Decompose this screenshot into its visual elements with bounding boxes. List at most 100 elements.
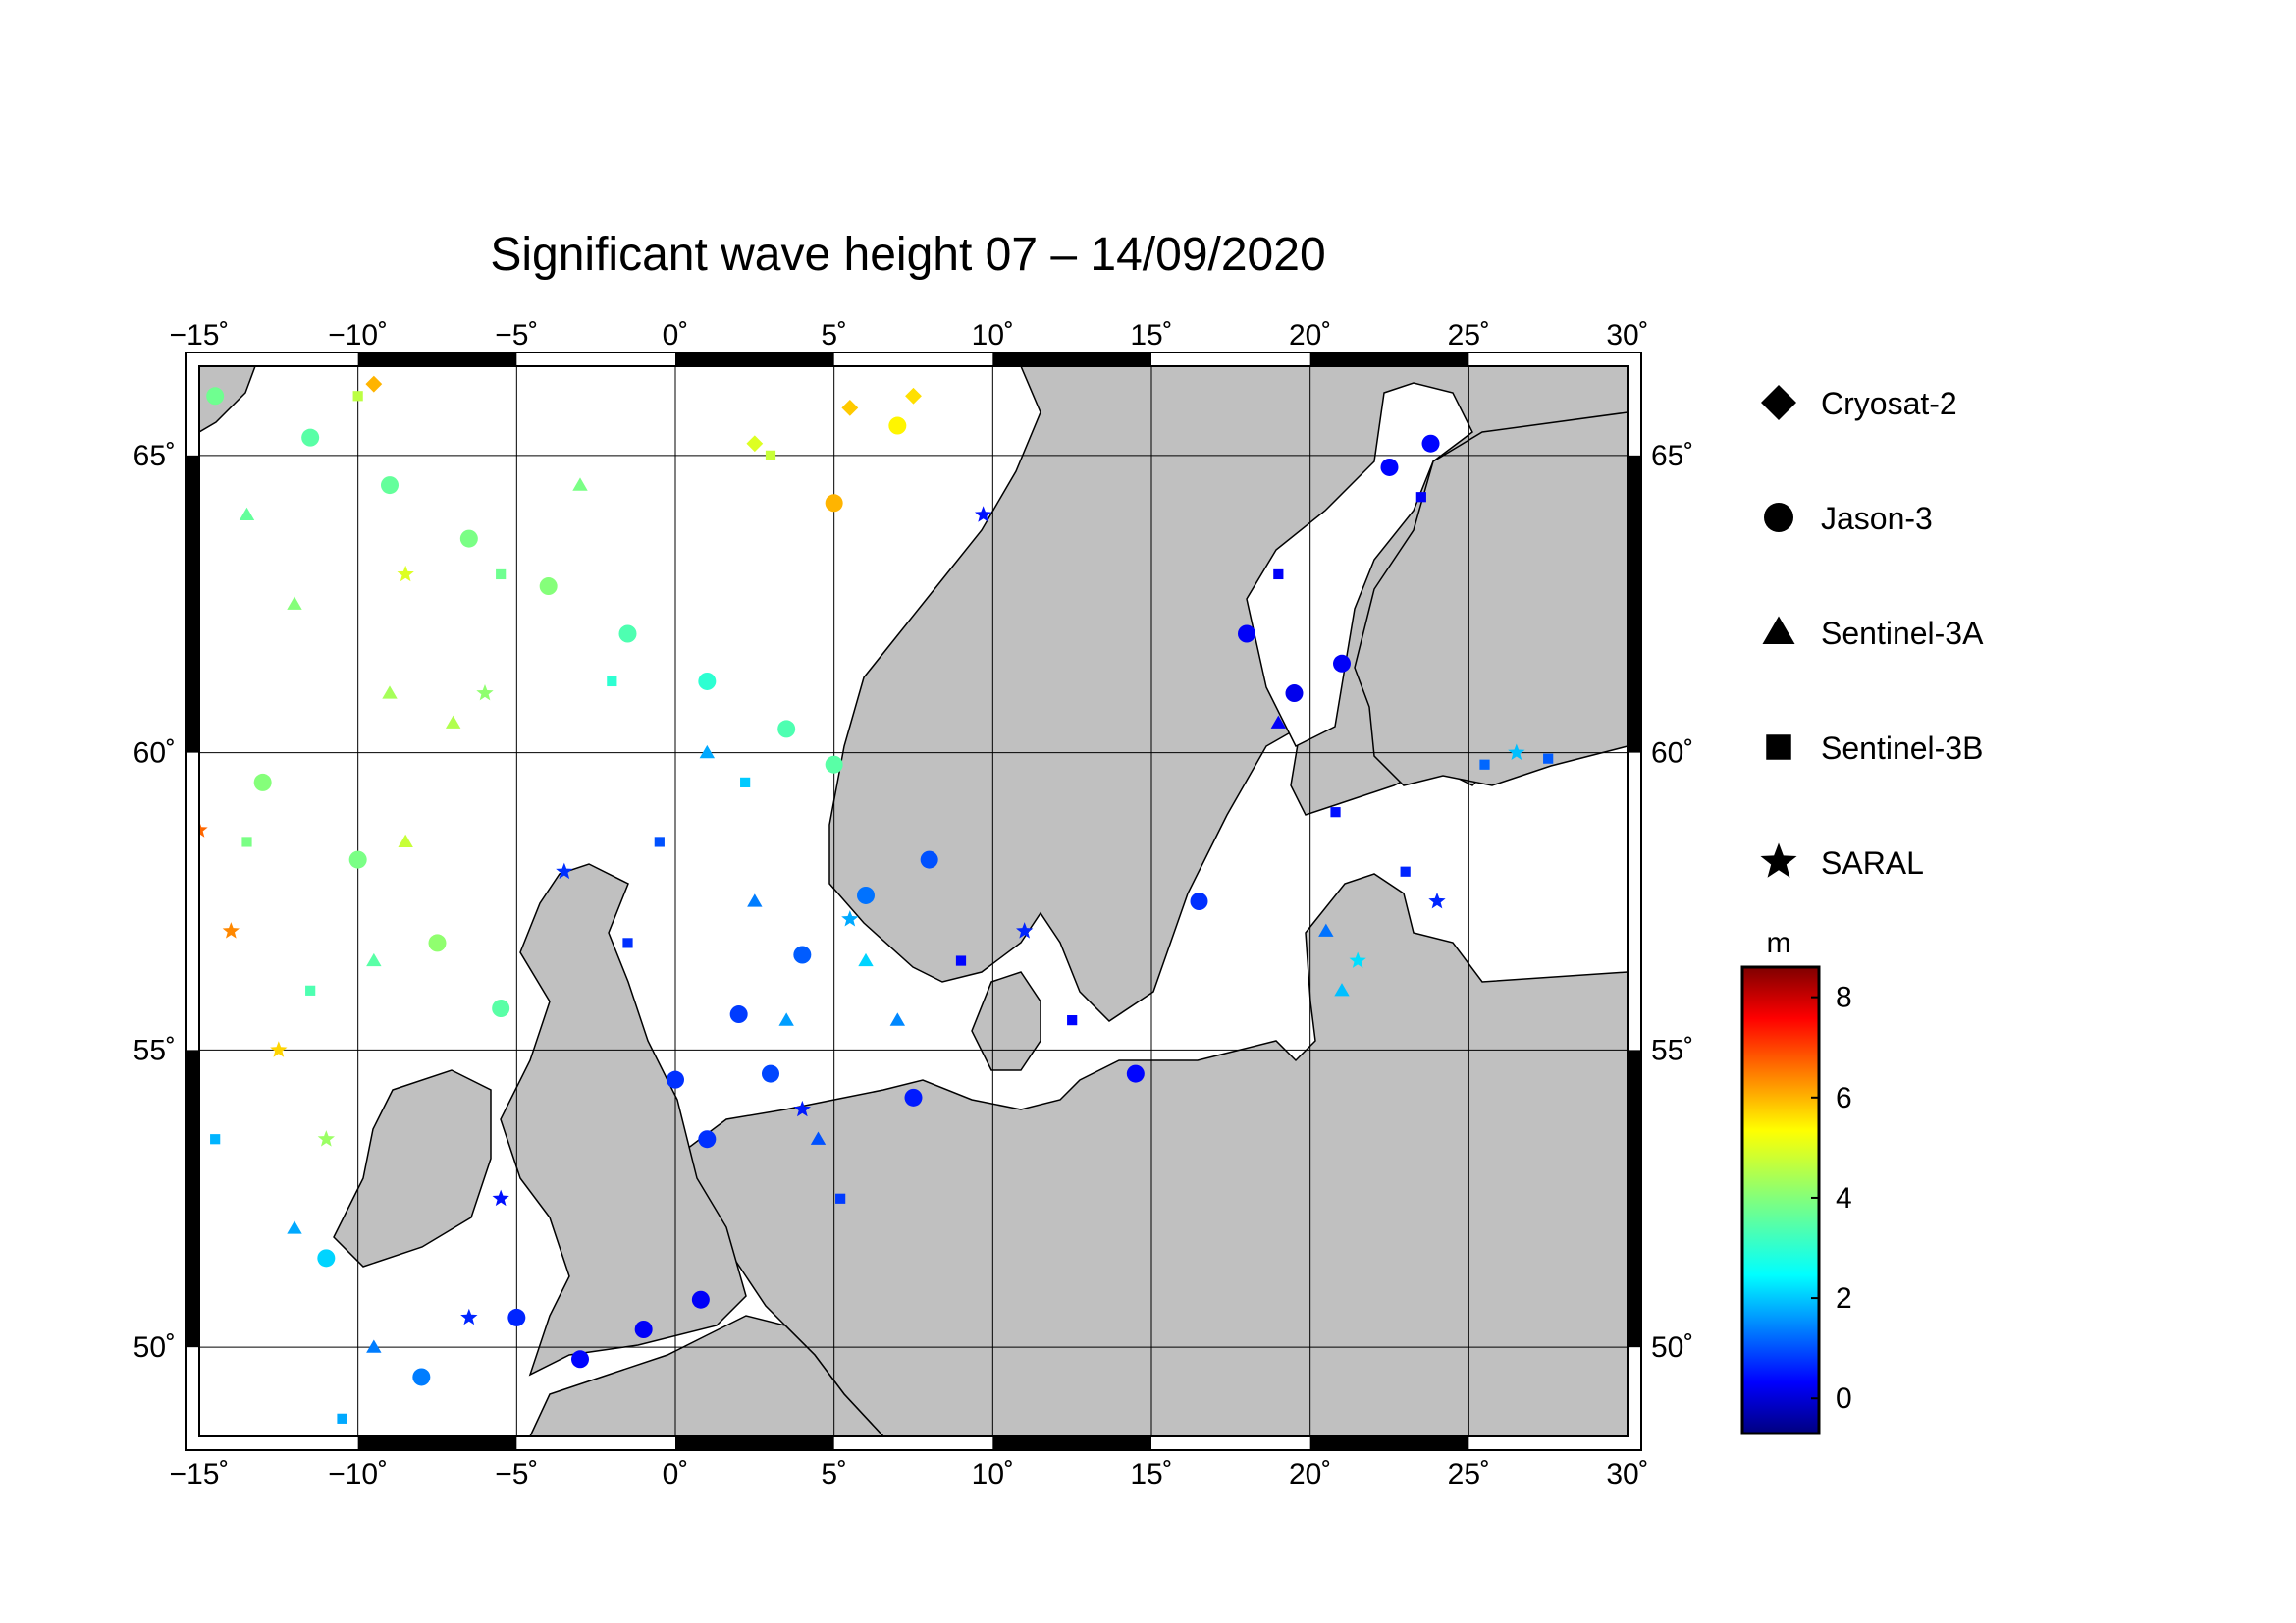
frame-top-block (675, 352, 834, 366)
sentinel-3b-measurement (496, 568, 507, 580)
lat-tick-label-left: 50˚ (133, 1331, 176, 1364)
frame-bottom-block (357, 1436, 517, 1450)
lon-tick-label-top: 15˚ (1130, 319, 1172, 352)
legend-label: Jason-3 (1821, 501, 1933, 536)
sentinel-3b-measurement (305, 985, 316, 996)
satellite-tracks (199, 375, 1554, 1424)
colorbar-tick-label: 6 (1836, 1082, 1852, 1114)
saral-measurement (476, 683, 494, 701)
lon-tick-label-bottom: 15˚ (1130, 1458, 1172, 1490)
sentinel-3b-measurement (1543, 753, 1554, 764)
jason-3-measurement (667, 1070, 684, 1089)
saral-measurement (793, 1100, 811, 1117)
colorbar-tick-label: 2 (1836, 1282, 1852, 1315)
legend-triangle-icon (1762, 616, 1795, 644)
jason-3-measurement (1421, 434, 1440, 453)
lat-tick-label-right: 65˚ (1651, 440, 1693, 472)
legend-label: SARAL (1821, 845, 1924, 881)
lon-tick-label-top: 30˚ (1606, 319, 1648, 352)
jason-3-measurement (1285, 684, 1304, 703)
legend-label: Cryosat-2 (1821, 386, 1957, 421)
colorbar-gradient (1740, 965, 1821, 1435)
lat-tick-label-right: 60˚ (1651, 737, 1693, 770)
sentinel-3a-measurement (445, 715, 461, 729)
sentinel-3b-measurement (835, 1193, 846, 1204)
lat-tick-label-left: 60˚ (133, 737, 176, 770)
jason-3-measurement (348, 850, 367, 869)
sentinel-3a-measurement (287, 1220, 302, 1234)
jason-3-measurement (793, 946, 812, 964)
sentinel-3a-measurement (1270, 715, 1287, 729)
jason-3-measurement (428, 934, 447, 952)
land-iceland-edge (199, 366, 256, 433)
sentinel-3b-measurement (352, 391, 363, 402)
sentinel-3b-measurement (765, 450, 776, 460)
jason-3-measurement (539, 577, 558, 596)
frame-bottom-block (675, 1436, 834, 1450)
lon-tick-label-top: −15˚ (170, 319, 230, 352)
land-great-britain (500, 863, 747, 1377)
jason-3-measurement (777, 720, 796, 738)
jason-3-measurement (825, 755, 843, 774)
sentinel-3b-measurement (1479, 759, 1490, 770)
map-frame: −15˚ −15˚ −10˚ −10˚ −5˚ −5˚ 0˚ 0˚ 5˚ 5˚ 10˚ 10˚ 15˚ 1… (133, 319, 1694, 1490)
lon-tick-label-top: −5˚ (495, 319, 538, 352)
saral-measurement (199, 821, 208, 838)
sentinel-3a-measurement (239, 507, 255, 520)
sentinel-3b-measurement (622, 938, 633, 948)
lon-tick-label-top: 0˚ (663, 319, 689, 352)
sentinel-3b-measurement (241, 837, 252, 847)
cryosat-2-measurement (905, 387, 922, 405)
sentinel-3a-measurement (747, 893, 763, 907)
sentinel-3b-measurement (955, 955, 967, 966)
sentinel-3b-measurement (740, 777, 751, 787)
jason-3-measurement (1333, 654, 1351, 673)
land-denmark (971, 971, 1041, 1071)
lat-tick-label-left: 55˚ (133, 1034, 176, 1066)
jason-3-measurement (206, 387, 225, 406)
land-finland (1354, 411, 1628, 786)
jason-3-measurement (634, 1321, 653, 1338)
sentinel-3a-measurement (699, 744, 716, 759)
frame-right-block (1628, 1050, 1641, 1348)
lon-tick-label-bottom: −15˚ (170, 1458, 230, 1490)
colorbar-unit: m (1767, 927, 1791, 959)
cryosat-2-measurement (746, 435, 764, 453)
saral-measurement (270, 1041, 288, 1057)
lat-tick-label-right: 55˚ (1651, 1034, 1693, 1066)
colorbar: m 0 2 4 6 8 (1740, 927, 1852, 1435)
saral-measurement (492, 1189, 509, 1207)
jason-3-measurement (904, 1088, 923, 1107)
legend-label: Sentinel-3A (1821, 616, 1984, 651)
jason-3-measurement (1126, 1064, 1145, 1083)
colorbar-tick-label: 8 (1836, 982, 1852, 1014)
sentinel-3a-measurement (287, 596, 302, 610)
sentinel-3a-measurement (382, 685, 398, 699)
lon-tick-label-bottom: 10˚ (972, 1458, 1014, 1490)
sentinel-3a-measurement (1334, 983, 1350, 997)
sentinel-3b-measurement (1067, 1015, 1078, 1026)
jason-3-measurement (698, 1130, 717, 1149)
jason-3-measurement (729, 1005, 748, 1024)
sentinel-3a-measurement (778, 1012, 794, 1026)
frame-top-block (357, 352, 517, 366)
jason-3-measurement (888, 416, 907, 435)
lat-tick-label-left: 65˚ (133, 440, 176, 472)
sentinel-3a-measurement (858, 952, 874, 967)
land-baltic-states (686, 873, 1628, 1436)
frame-top-block (1309, 352, 1469, 366)
jason-3-measurement (381, 476, 399, 495)
sentinel-3b-measurement (337, 1413, 347, 1424)
lon-tick-label-top: −10˚ (328, 319, 388, 352)
jason-3-measurement (698, 672, 717, 690)
lon-tick-label-bottom: 5˚ (821, 1458, 847, 1490)
jason-3-measurement (571, 1350, 589, 1369)
saral-measurement (397, 565, 414, 582)
map-border (198, 365, 1629, 1437)
lon-tick-label-bottom: 0˚ (663, 1458, 689, 1490)
legend-circle-icon (1764, 503, 1793, 532)
saral-measurement (1508, 743, 1525, 760)
saral-measurement (460, 1308, 478, 1325)
lon-tick-label-top: 10˚ (972, 319, 1014, 352)
